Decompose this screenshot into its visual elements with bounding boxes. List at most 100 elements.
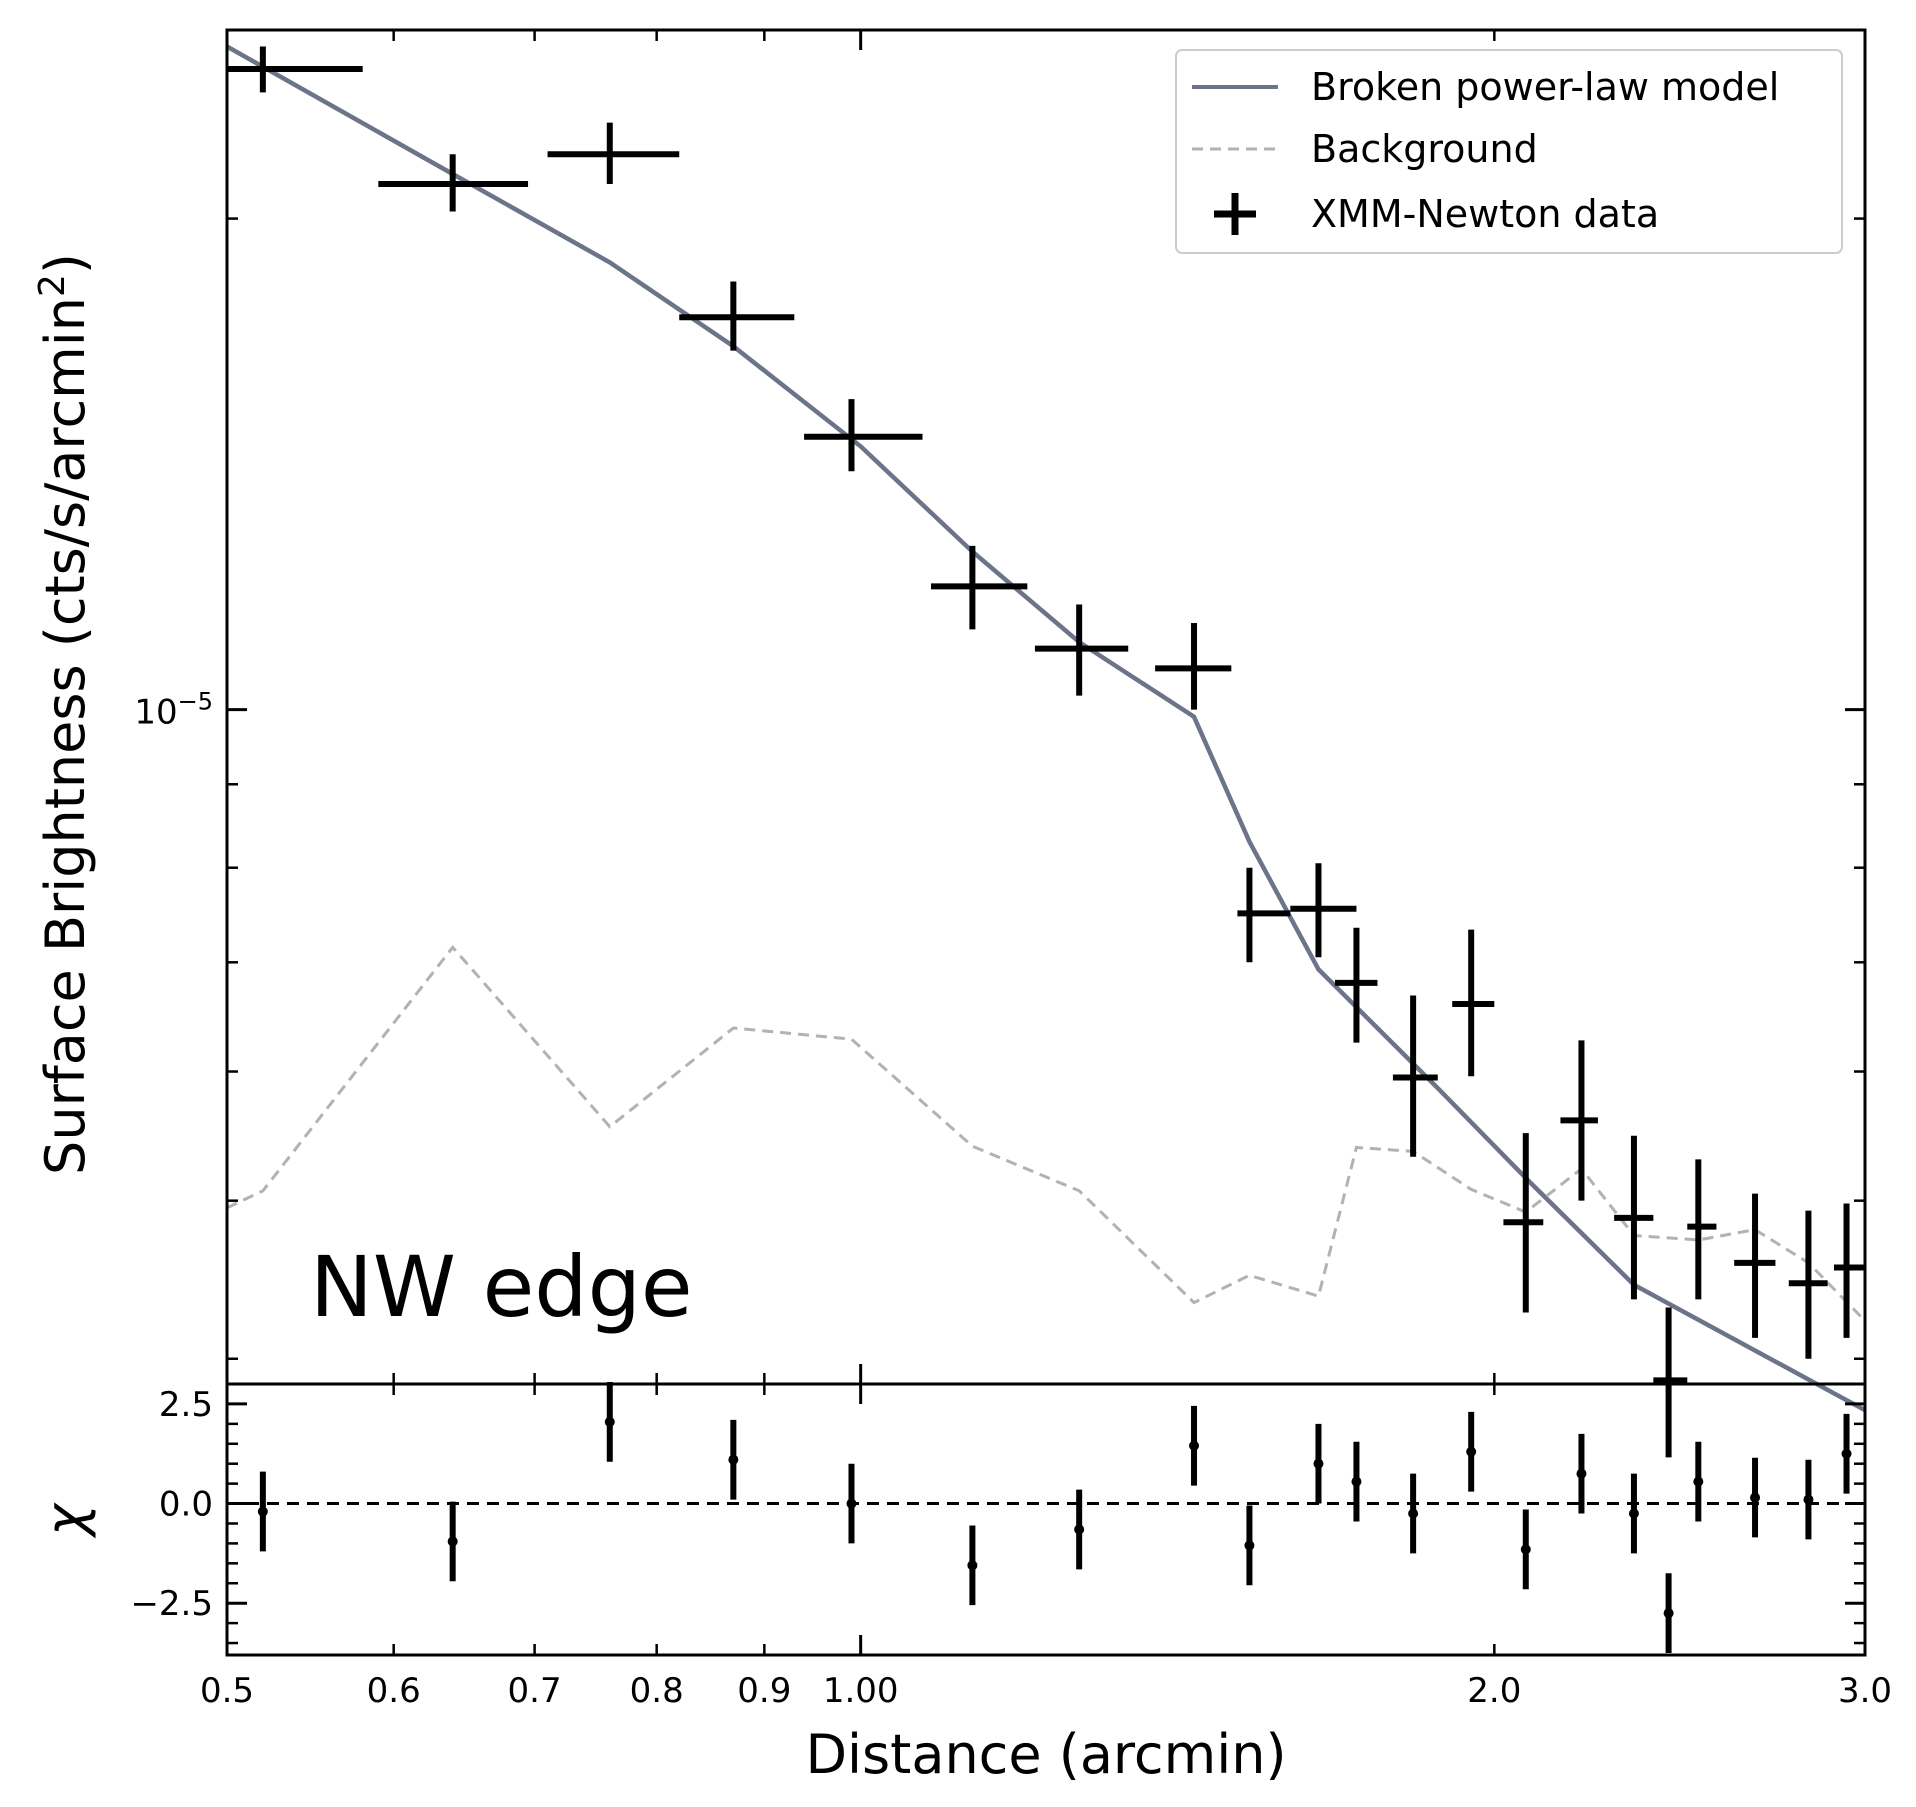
- residual-point: [1841, 1413, 1852, 1494]
- legend: Broken power-law model Background XMM-Ne…: [1175, 49, 1843, 254]
- residual-point-marker: [1750, 1492, 1761, 1503]
- data-point: [1560, 1040, 1598, 1201]
- residual-ytick-label: −2.5: [130, 1584, 213, 1624]
- residual-points-layer: [257, 1382, 1852, 1654]
- residual-point: [1351, 1441, 1362, 1522]
- xtick-label: 2.0: [1467, 1671, 1521, 1711]
- data-point: [1392, 995, 1438, 1157]
- background-curve: [226, 944, 1867, 1322]
- data-point: [679, 281, 795, 351]
- data-point: [804, 399, 923, 472]
- y-axis-title-sup: 2: [32, 274, 73, 297]
- data-point: [1503, 1133, 1544, 1313]
- residual-point: [604, 1382, 615, 1462]
- y-axis-title: Surface Brightness (cts/s/arcmin2): [32, 253, 97, 1175]
- residual-point-marker: [1803, 1494, 1814, 1505]
- residual-point: [846, 1463, 857, 1544]
- region-annotation: NW edge: [310, 1238, 693, 1336]
- xtick-label: 1.00: [823, 1671, 899, 1711]
- model-curve: [225, 44, 1867, 1413]
- data-point: [1653, 1307, 1688, 1458]
- main-panel: 10−5 Surface Brightness (cts/s/arcmin2) …: [32, 28, 1867, 1458]
- data-point: [1687, 1159, 1717, 1300]
- legend-data-swatch: [1214, 193, 1256, 235]
- residual-point: [1466, 1411, 1477, 1492]
- residual-point-marker: [1408, 1508, 1419, 1519]
- legend-background-label: Background: [1311, 127, 1538, 171]
- residual-point: [1693, 1441, 1704, 1522]
- residual-point-marker: [1663, 1608, 1674, 1619]
- data-point: [1614, 1135, 1654, 1300]
- residual-plot-frame: [225, 1382, 1867, 1657]
- residual-point: [447, 1501, 458, 1582]
- xtick-labels: 0.5 0.6 0.7 0.8 0.9 1.00 2.0 3.0: [200, 1671, 1892, 1711]
- ytick-label-1e-5: 10−5: [134, 688, 213, 733]
- residual-point-marker: [1244, 1540, 1255, 1551]
- residual-panel: 2.5 0.0 −2.5 0.5 0.6 0.7 0.8 0.9 1.00 2.0 3.0 χ D…: [34, 1382, 1892, 1786]
- residual-point-marker: [1841, 1448, 1852, 1459]
- data-point: [1734, 1193, 1776, 1338]
- residual-point-marker: [1351, 1476, 1362, 1487]
- residual-point: [1189, 1405, 1200, 1486]
- xtick-label: 0.6: [367, 1671, 421, 1711]
- y-axis-title-text: Surface Brightness (cts/s/arcmin: [34, 297, 97, 1175]
- residual-point-marker: [846, 1498, 857, 1509]
- residual-point-marker: [1466, 1446, 1477, 1457]
- data-point: [547, 122, 680, 185]
- legend-model-label: Broken power-law model: [1311, 65, 1779, 109]
- residual-point: [1074, 1489, 1085, 1570]
- data-point: [1834, 1203, 1865, 1338]
- xtick-label: 0.5: [200, 1671, 254, 1711]
- residual-point-marker: [604, 1416, 615, 1427]
- xtick-label: 3.0: [1838, 1671, 1892, 1711]
- residual-y-axis-title: χ: [34, 1502, 97, 1539]
- data-point: [1290, 863, 1357, 958]
- data-point: [227, 46, 363, 93]
- residual-point-marker: [447, 1536, 458, 1547]
- residual-point-marker: [257, 1506, 268, 1517]
- residual-point: [1750, 1457, 1761, 1538]
- residual-point-marker: [967, 1560, 978, 1571]
- residual-point-marker: [1520, 1544, 1531, 1555]
- data-point: [1788, 1210, 1828, 1359]
- data-point: [1452, 929, 1495, 1077]
- residual-point: [1576, 1433, 1587, 1514]
- data-point: [931, 545, 1028, 630]
- data-points-layer: [227, 46, 1865, 1458]
- residual-ticks-layer: [227, 1382, 1865, 1655]
- residual-point: [728, 1419, 739, 1500]
- residual-ytick-label: 0.0: [159, 1485, 213, 1525]
- residual-point-marker: [1074, 1524, 1085, 1535]
- data-point: [1237, 867, 1291, 963]
- y-axis-title-end: ): [34, 253, 97, 274]
- residual-point-marker: [1313, 1458, 1324, 1469]
- residual-point-marker: [728, 1454, 739, 1465]
- ytick-exponent: −5: [178, 688, 213, 716]
- legend-data-label: XMM-Newton data: [1311, 192, 1659, 236]
- residual-point: [1663, 1573, 1674, 1654]
- residual-point: [1520, 1509, 1531, 1590]
- residual-point-marker: [1628, 1508, 1639, 1519]
- xtick-label: 0.8: [630, 1671, 684, 1711]
- residual-ytick-label: 2.5: [159, 1385, 213, 1425]
- residual-point-marker: [1693, 1476, 1704, 1487]
- data-point: [378, 154, 529, 212]
- residual-point: [257, 1471, 268, 1552]
- main-ticks-layer: [227, 30, 1865, 1384]
- legend-box: [1175, 49, 1843, 254]
- residual-point-marker: [1189, 1440, 1200, 1451]
- data-point: [1034, 604, 1129, 696]
- residual-point: [1803, 1459, 1814, 1540]
- data-point: [1155, 623, 1232, 710]
- residual-point: [1628, 1473, 1639, 1554]
- background-curve-layer: [226, 944, 1867, 1322]
- ytick-base: 10: [134, 693, 177, 733]
- residual-point-marker: [1576, 1468, 1587, 1479]
- xtick-label: 0.7: [508, 1671, 562, 1711]
- model-curve-layer: [225, 44, 1867, 1413]
- data-point: [1334, 927, 1378, 1043]
- xtick-label: 0.9: [737, 1671, 791, 1711]
- residual-ytick-labels: 2.5 0.0 −2.5: [130, 1385, 213, 1624]
- x-axis-title: Distance (arcmin): [805, 1723, 1286, 1786]
